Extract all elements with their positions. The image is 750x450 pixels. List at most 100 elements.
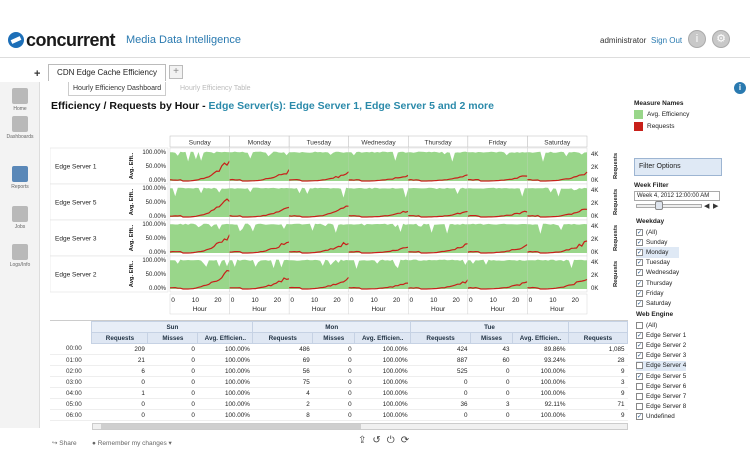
weekday-checkbox[interactable] [636, 279, 643, 287]
data-table: Sun Mon Tue Requests Misses Avg. Efficie… [50, 320, 628, 422]
table-cell: 98.00% [512, 420, 569, 422]
engine-checkbox[interactable] [636, 341, 643, 349]
col-requests[interactable]: Requests [410, 332, 472, 344]
col-misses[interactable]: Misses [312, 332, 356, 344]
right-tick-label: 2K [591, 165, 598, 171]
engine-checkbox[interactable] [636, 352, 643, 360]
table-cell: 100.00% [512, 365, 569, 377]
week-slider-track[interactable] [636, 204, 702, 208]
efficiency-area [289, 151, 349, 181]
weekday-checkbox[interactable] [636, 259, 643, 267]
efficiency-area [467, 187, 528, 217]
engine-option[interactable]: Edge Server 1 [636, 330, 686, 340]
engine-checkbox[interactable] [636, 372, 643, 380]
nav-dashboards[interactable]: Dashboards [4, 116, 36, 140]
nav-logs[interactable]: Logs/Info [4, 244, 36, 268]
table-cell: 71 [568, 398, 628, 410]
col-requests[interactable]: Requests [91, 332, 149, 344]
col-efficiency[interactable]: Avg. Efficien.. [197, 332, 254, 344]
table-cell: 0 [312, 387, 355, 399]
engine-option[interactable]: Undefined [636, 412, 686, 422]
legend-item-requests[interactable]: Requests [634, 122, 746, 131]
col-requests[interactable]: Requests [252, 332, 314, 344]
remember-changes-toggle[interactable]: ● Remember my changes ▾ [92, 440, 172, 447]
table-cell: 4 [252, 387, 313, 399]
weekday-option[interactable]: Tuesday [636, 258, 679, 268]
prev-week-icon[interactable]: ◀ [704, 203, 710, 210]
weekday-option[interactable]: (All) [636, 227, 679, 237]
add-tab-icon[interactable]: + [34, 68, 41, 80]
engine-option[interactable]: Edge Server 2 [636, 340, 686, 350]
engine-option[interactable]: Edge Server 3 [636, 351, 686, 361]
signout-link[interactable]: Sign Out [651, 36, 683, 45]
col-misses[interactable]: Misses [147, 332, 199, 344]
engine-option[interactable]: Edge Server 7 [636, 391, 686, 401]
engine-checkbox[interactable] [636, 331, 643, 339]
subtab-hourly-dashboard[interactable]: Hourly Efficiency Dashboard [68, 82, 167, 96]
export-icon[interactable]: ⇪ [358, 435, 367, 446]
requests-line [348, 282, 409, 290]
logo[interactable]: concurrent [8, 30, 116, 50]
requests-line [289, 276, 350, 290]
engine-option[interactable]: Edge Server 4 [636, 360, 687, 371]
undo-icon[interactable]: ↺ [372, 435, 381, 446]
day-header-label: Sunday [189, 140, 212, 147]
weekday-option[interactable]: Saturday [636, 298, 679, 308]
week-filter-field[interactable]: Week 4, 2012 12:00:00 AM [634, 191, 720, 201]
row-label-cell [50, 255, 169, 293]
engine-option[interactable]: Edge Server 6 [636, 381, 686, 391]
engine-checkbox[interactable] [636, 382, 643, 390]
engine-checkbox[interactable] [636, 403, 643, 411]
engine-checkbox[interactable] [636, 392, 643, 400]
next-week-icon[interactable]: ▶ [713, 203, 719, 210]
col-requests[interactable]: Requests [567, 332, 628, 344]
weekday-option[interactable]: Sunday [636, 237, 679, 247]
legend-item-efficiency[interactable]: Avg. Efficiency [634, 110, 746, 119]
weekday-option[interactable]: Wednesday [636, 268, 679, 278]
right-tick-label: 0K [591, 250, 598, 256]
weekday-option-label: Wednesday [646, 269, 680, 277]
settings-icon[interactable]: ⚙ [712, 30, 730, 48]
weekday-checkbox[interactable] [636, 289, 643, 297]
engine-option[interactable]: (All) [636, 320, 686, 330]
week-slider-handle[interactable] [655, 201, 663, 210]
weekday-checkbox[interactable] [636, 299, 643, 307]
engine-option-label: Undefined [646, 413, 675, 421]
col-efficiency[interactable]: Avg. Efficien.. [354, 332, 412, 344]
weekday-option[interactable]: Friday [636, 288, 679, 298]
x-axis-label: Hour [252, 306, 267, 313]
table-cell: 21 [91, 354, 148, 366]
subtab-hourly-table[interactable]: Hourly Efficiency Table [180, 85, 251, 92]
help-icon[interactable]: i [734, 82, 746, 94]
scrollbar-thumb[interactable] [101, 424, 361, 429]
engine-checkbox[interactable] [636, 362, 643, 370]
col-efficiency[interactable]: Avg. Efficien.. [512, 332, 569, 344]
nav-home[interactable]: Home [4, 88, 36, 112]
refresh-icon[interactable]: ⟳ [400, 435, 410, 446]
engine-option[interactable]: Edge Server 8 [636, 402, 686, 412]
weekday-checkbox[interactable] [636, 248, 643, 256]
right-axis-label: Requests [613, 261, 619, 287]
tab-cdn-edge-cache[interactable]: CDN Edge Cache Efficiency [48, 64, 166, 81]
add-tab-button[interactable]: + [169, 65, 183, 79]
left-tick-label: 50.00% [146, 164, 167, 170]
share-link[interactable]: ↪ Share [52, 440, 77, 447]
nav-jobs[interactable]: Jobs [4, 206, 36, 230]
engine-option[interactable]: Edge Server 5 [636, 371, 686, 381]
engine-checkbox[interactable] [636, 413, 643, 421]
weekday-option[interactable]: Monday [636, 247, 680, 258]
filter-options-button[interactable]: Filter Options [634, 158, 722, 176]
info-icon[interactable]: i [688, 30, 706, 48]
product-name: Media Data Intelligence [126, 34, 241, 46]
weekday-checkbox[interactable] [636, 228, 643, 236]
table-horizontal-scrollbar[interactable] [92, 423, 628, 430]
col-misses[interactable]: Misses [470, 332, 514, 344]
nav-reports[interactable]: Reports [4, 166, 36, 190]
dashboard-icon [12, 116, 28, 132]
row-hour: 04:00 [50, 387, 92, 399]
weekday-checkbox[interactable] [636, 238, 643, 246]
weekday-checkbox[interactable] [636, 269, 643, 277]
revert-icon[interactable]: ⏻ [386, 435, 395, 446]
engine-checkbox[interactable] [636, 321, 643, 329]
weekday-option[interactable]: Thursday [636, 278, 679, 288]
